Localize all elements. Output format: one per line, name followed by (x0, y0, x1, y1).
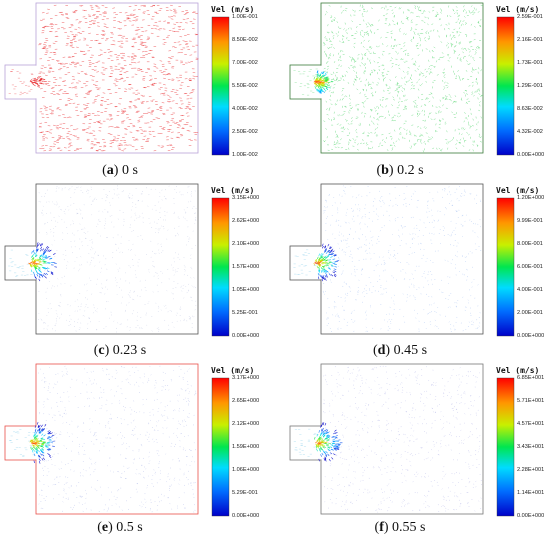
colorbar-tick-label: 4.00E-002 (232, 106, 258, 112)
inlet-boundary (289, 425, 322, 461)
colorbar-tick-label: 2.00E-001 (517, 310, 543, 316)
domain-boundary (320, 183, 484, 335)
panel-a: Vel (m/s) 1.00E-001 8.50E-002 7.00E-002 5.50… (0, 0, 265, 175)
colorbar-tick-label: 3.15E+000 (232, 195, 260, 201)
colorbar-tick-label: 4.57E+001 (517, 421, 545, 427)
colorbar-tick-label: 2.10E+000 (232, 241, 260, 247)
colorbar-tick-label: 1.29E-001 (517, 83, 543, 89)
colorbar-title: Vel (m/s) (211, 186, 255, 195)
panel-letter: d (377, 343, 386, 358)
colorbar-tick-label: 0.00E+000 (517, 333, 545, 339)
colorbar-tick-label: 8.50E-002 (232, 37, 258, 43)
colorbar-tick-label: 3.43E+001 (517, 444, 545, 450)
velocity-field-plot (4, 183, 230, 337)
colorbar-tick-label: 4.00E-001 (517, 287, 543, 293)
colorbar-tick-label: 1.20E+000 (517, 195, 545, 201)
colorbar-tick-label: 5.50E-002 (232, 83, 258, 89)
velocity-vectors (9, 365, 197, 513)
colorbar-tick-label: 5.25E-001 (232, 310, 258, 316)
colorbar-tick-label: 2.28E+001 (517, 467, 545, 473)
panel-caption-b: (b) 0.2 s (376, 163, 424, 178)
velocity-vectors (293, 365, 482, 513)
colorbar-tick-label: 6.85E+001 (517, 375, 545, 381)
panel-letter: b (381, 163, 389, 178)
colorbar-tick-label: 5.29E-001 (232, 490, 258, 496)
colorbar-tick-label: 1.05E+000 (232, 287, 260, 293)
colorbar-tick-label: 6.00E-001 (517, 264, 543, 270)
colorbar (496, 16, 515, 156)
colorbar-tick-label: 8.63E-002 (517, 106, 543, 112)
colorbar-tick-label: 0.00E+000 (517, 513, 545, 519)
domain-boundary (320, 363, 484, 515)
colorbar-tick-label: 2.62E+000 (232, 218, 260, 224)
colorbar (496, 197, 515, 337)
colorbar (211, 16, 230, 156)
colorbar (211, 197, 230, 337)
panel-caption-a: (a) 0 s (102, 163, 138, 178)
panel-time: 0.45 s (393, 343, 428, 358)
panel-time: 0.5 s (116, 520, 143, 535)
domain-boundary (35, 363, 199, 515)
colorbar-tick-label: 2.12E+000 (232, 421, 260, 427)
panel-caption-e: (e) 0.5 s (97, 520, 143, 535)
colorbar-tick-label: 1.14E+001 (517, 490, 545, 496)
panel-f: Vel (m/s) 6.85E+001 5.71E+001 4.57E+001 3.43… (285, 361, 550, 536)
panel-caption-f: (f) 0.55 s (374, 520, 426, 535)
velocity-field-plot (4, 2, 230, 156)
colorbar-title: Vel (m/s) (496, 5, 540, 14)
colorbar-tick-label: 1.00E-002 (232, 152, 258, 158)
velocity-vectors (8, 185, 197, 333)
panel-d: Vel (m/s) 1.20E+000 9.99E-001 8.00E-001 6.00… (285, 181, 550, 356)
panel-time: 0.2 s (397, 163, 424, 178)
panel-e: Vel (m/s) 3.17E+000 2.65E+000 2.12E+000 1.59… (0, 361, 265, 536)
panel-letter: f (379, 520, 384, 535)
colorbar (211, 377, 230, 517)
colorbar-tick-label: 8.00E-001 (517, 241, 543, 247)
colorbar-tick-label: 2.16E-001 (517, 37, 543, 43)
domain-boundary (35, 183, 199, 335)
colorbar-tick-label: 2.59E-001 (517, 14, 543, 20)
colorbar-tick-label: 7.00E-002 (232, 60, 258, 66)
colorbar-tick-label: 0.00E+000 (232, 513, 260, 519)
velocity-vectors (293, 4, 483, 153)
panel-caption-c: (c) 0.23 s (93, 343, 147, 358)
panel-time: 0.55 s (392, 520, 426, 535)
colorbar-title: Vel (m/s) (211, 5, 255, 14)
velocity-field-plot (289, 2, 515, 156)
panel-letter: e (101, 520, 109, 535)
colorbar-tick-label: 1.06E+000 (232, 467, 260, 473)
velocity-field-plot (4, 363, 230, 517)
panel-time: 0 s (121, 163, 138, 178)
domain-boundary (320, 2, 484, 154)
colorbar-title: Vel (m/s) (211, 366, 255, 375)
colorbar (496, 377, 515, 517)
panel-letter: a (106, 163, 114, 178)
colorbar-tick-label: 0.00E+000 (232, 333, 260, 339)
panel-caption-d: (d) 0.45 s (372, 343, 428, 358)
colorbar-tick-label: 5.71E+001 (517, 398, 545, 404)
colorbar-tick-label: 0.00E+000 (517, 152, 545, 158)
colorbar-title: Vel (m/s) (496, 366, 540, 375)
colorbar-tick-label: 3.17E+000 (232, 375, 260, 381)
colorbar-tick-label: 2.65E+000 (232, 398, 260, 404)
velocity-field-plot (289, 363, 515, 517)
domain-boundary (35, 2, 199, 154)
velocity-field-plot (289, 183, 515, 337)
velocity-vectors (8, 4, 199, 152)
colorbar-tick-label: 1.73E-001 (517, 60, 543, 66)
colorbar-tick-label: 1.57E+000 (232, 264, 260, 270)
velocity-vectors (293, 185, 482, 333)
panel-c: Vel (m/s) 3.15E+000 2.62E+000 2.10E+000 1.57… (0, 181, 265, 356)
colorbar-tick-label: 2.50E-002 (232, 129, 258, 135)
colorbar-tick-label: 9.99E-001 (517, 218, 543, 224)
colorbar-tick-label: 4.32E-002 (517, 129, 543, 135)
panel-time: 0.23 s (112, 343, 147, 358)
colorbar-title: Vel (m/s) (496, 186, 540, 195)
panel-b: Vel (m/s) 2.59E-001 2.16E-001 1.73E-001 1.29… (285, 0, 550, 175)
colorbar-tick-label: 1.00E-001 (232, 14, 258, 20)
panel-letter: c (98, 343, 105, 358)
inlet-boundary (4, 64, 37, 100)
colorbar-tick-label: 1.59E+000 (232, 444, 260, 450)
